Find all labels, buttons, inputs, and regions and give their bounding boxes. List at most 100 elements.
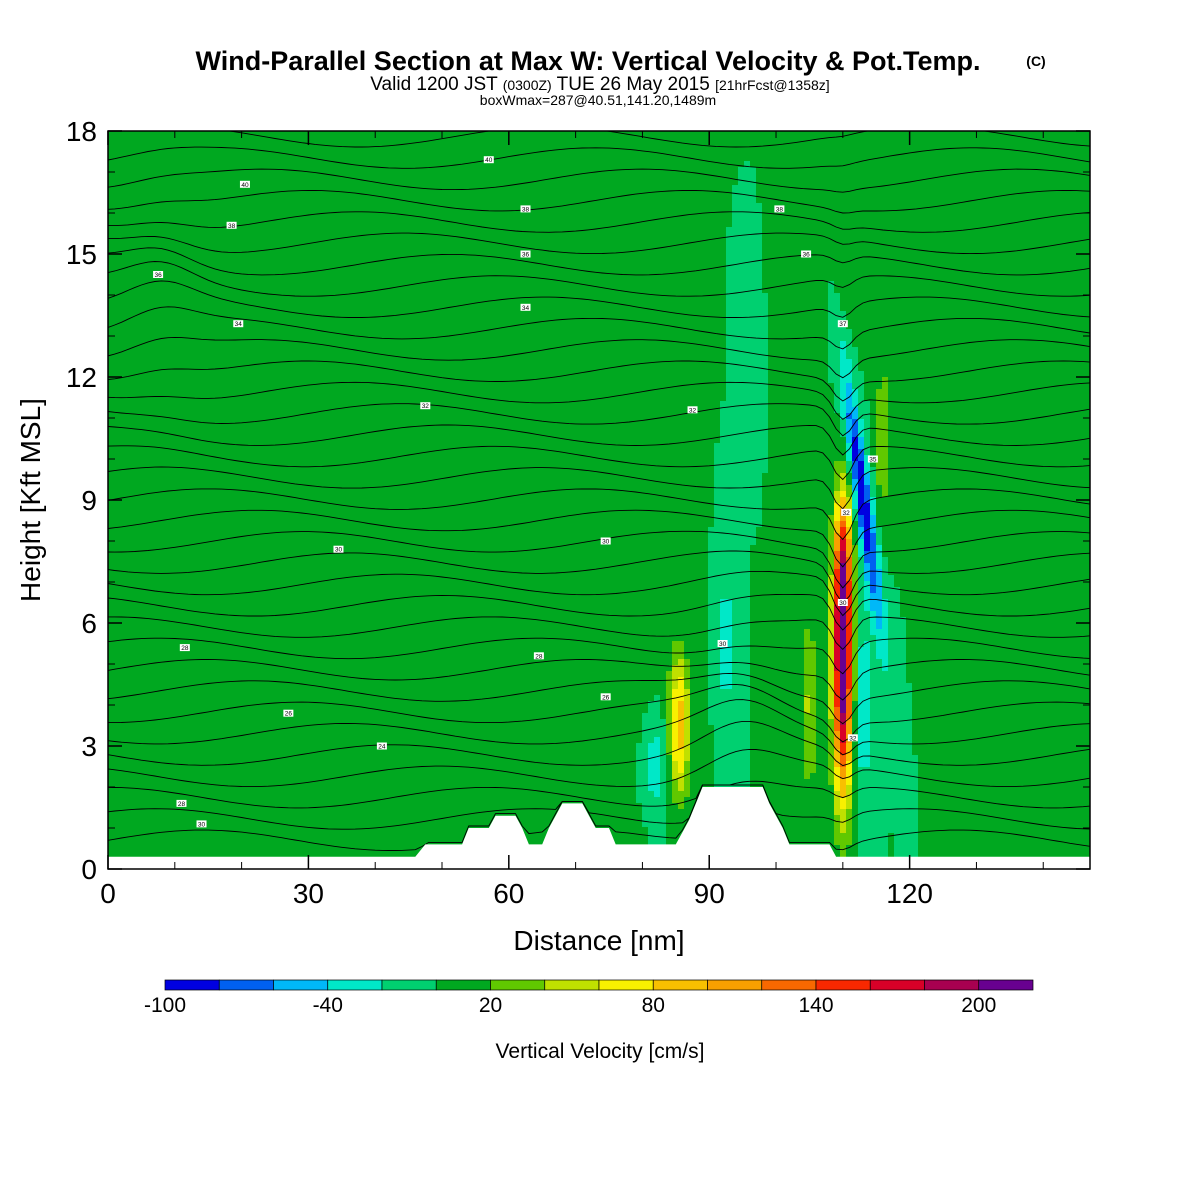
velocity-cell — [816, 665, 829, 672]
velocity-cell — [888, 431, 1090, 438]
velocity-cell — [858, 389, 865, 396]
velocity-cell — [726, 281, 763, 288]
velocity-cell — [834, 647, 841, 654]
velocity-cell — [840, 545, 847, 552]
theta-label-box — [600, 537, 611, 545]
velocity-cell — [108, 137, 1090, 144]
velocity-cell — [840, 533, 847, 540]
velocity-cell — [846, 755, 853, 762]
velocity-cell — [840, 689, 847, 696]
velocity-cell — [816, 671, 829, 678]
velocity-cell — [642, 713, 661, 720]
velocity-cell — [672, 659, 679, 666]
velocity-cell — [864, 431, 871, 438]
velocity-cell — [834, 737, 841, 744]
velocity-cell — [870, 605, 883, 612]
velocity-cell — [762, 485, 835, 492]
velocity-cell — [846, 731, 853, 738]
velocity-cell — [858, 791, 919, 798]
velocity-cell — [882, 539, 1090, 546]
velocity-cell — [108, 455, 715, 462]
velocity-cell — [846, 317, 1090, 324]
velocity-cell — [642, 809, 667, 816]
velocity-cell — [906, 647, 1090, 654]
velocity-cell — [816, 743, 829, 750]
velocity-cell — [816, 689, 829, 696]
velocity-cell — [840, 503, 847, 510]
velocity-cell — [684, 647, 709, 654]
velocity-cell — [108, 851, 715, 858]
velocity-cell — [852, 629, 859, 636]
velocity-cell — [708, 587, 751, 594]
velocity-cell — [834, 665, 841, 672]
velocity-cell — [840, 473, 847, 480]
theta-label: 35 — [869, 457, 877, 464]
velocity-cell — [672, 773, 685, 780]
x-axis-ticks: 0 30 60 90 120 — [100, 131, 1044, 909]
velocity-cell — [858, 365, 1090, 372]
velocity-cell — [750, 611, 829, 618]
velocity-cell — [828, 329, 853, 336]
velocity-cell — [804, 767, 817, 774]
velocity-cell — [720, 677, 733, 684]
velocity-cell — [876, 569, 883, 576]
velocity-cell — [840, 671, 847, 678]
velocity-cell — [750, 545, 829, 552]
velocity-cell — [858, 839, 889, 846]
colorbar-tick-label: 200 — [961, 994, 996, 1017]
velocity-cell — [858, 749, 871, 756]
velocity-cell — [840, 341, 847, 348]
velocity-cell — [768, 431, 841, 438]
velocity-cell — [894, 851, 919, 858]
velocity-cell — [720, 635, 733, 642]
velocity-cell — [108, 167, 739, 174]
theta-label-box — [837, 599, 848, 606]
velocity-cell — [876, 563, 883, 570]
theta-label: 30 — [719, 641, 727, 648]
velocity-cell — [840, 605, 847, 612]
velocity-cell — [876, 437, 889, 444]
velocity-cell — [816, 701, 829, 708]
velocity-cell — [666, 725, 673, 732]
velocity-cell — [834, 563, 841, 570]
velocity-cell — [852, 491, 859, 498]
velocity-cell — [684, 719, 691, 726]
velocity-cell — [912, 743, 1090, 750]
velocity-cell — [108, 239, 727, 246]
velocity-cell — [768, 443, 847, 450]
velocity-cell — [852, 521, 859, 528]
velocity-cell — [108, 773, 637, 780]
velocity-cell — [708, 635, 721, 642]
velocity-cell — [858, 797, 919, 804]
colorbar-swatch — [381, 979, 437, 991]
velocity-cell — [834, 389, 841, 396]
velocity-cell — [876, 491, 883, 498]
velocity-cell — [876, 521, 1090, 528]
velocity-cell — [906, 635, 1090, 642]
velocity-cell — [858, 665, 871, 672]
velocity-cell — [660, 743, 667, 750]
velocity-cell — [852, 575, 859, 582]
velocity-cell — [876, 395, 889, 402]
velocity-cell — [732, 611, 751, 618]
velocity-cell — [852, 389, 859, 396]
theta-label-box — [176, 799, 187, 807]
velocity-cell — [912, 737, 1090, 744]
velocity-cell — [840, 527, 847, 534]
velocity-cell — [846, 587, 853, 594]
velocity-cell — [888, 377, 1090, 384]
velocity-cell — [882, 383, 889, 390]
velocity-cell — [918, 761, 1090, 768]
velocity-cell — [750, 755, 805, 762]
velocity-cell — [804, 749, 817, 756]
velocity-cell — [852, 551, 859, 558]
velocity-cell — [804, 683, 817, 690]
velocity-cell — [864, 497, 871, 504]
velocity-cell — [750, 677, 805, 684]
subtitle-fcst: [21hrFcst@1358z] — [715, 77, 830, 93]
velocity-cell — [690, 761, 715, 768]
velocity-cell — [750, 575, 829, 582]
velocity-cell — [672, 695, 685, 702]
velocity-cell — [768, 329, 829, 336]
theta-contour — [108, 466, 1090, 510]
